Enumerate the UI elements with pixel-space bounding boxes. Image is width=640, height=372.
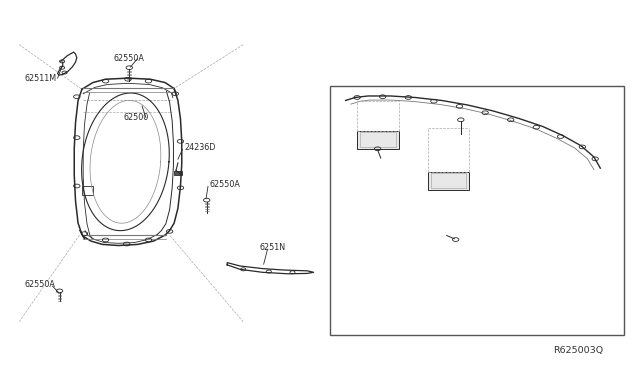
Bar xyxy=(330,86,624,335)
Text: 62057E: 62057E xyxy=(467,98,497,107)
Text: 62067E: 62067E xyxy=(392,230,422,239)
Text: 62550A: 62550A xyxy=(24,280,55,289)
Text: 62550A: 62550A xyxy=(114,54,145,63)
Text: 62511M: 62511M xyxy=(24,74,56,83)
Text: (V6 ONLY): (V6 ONLY) xyxy=(392,204,431,213)
Bar xyxy=(357,131,399,149)
Text: R625003Q: R625003Q xyxy=(554,346,604,355)
Text: (4CYL ONLY): (4CYL ONLY) xyxy=(351,136,399,145)
Bar xyxy=(82,186,93,195)
Bar xyxy=(360,132,396,147)
Text: 62550A: 62550A xyxy=(210,180,241,189)
Text: 62037E: 62037E xyxy=(342,169,372,177)
Bar xyxy=(431,173,466,188)
Text: 24236D: 24236D xyxy=(184,143,216,152)
Bar xyxy=(428,172,469,190)
Text: 6251N: 6251N xyxy=(259,243,285,251)
Bar xyxy=(174,171,182,175)
Text: 62542N: 62542N xyxy=(351,129,382,138)
Text: 62542N: 62542N xyxy=(392,196,423,205)
Text: 62500: 62500 xyxy=(124,113,148,122)
